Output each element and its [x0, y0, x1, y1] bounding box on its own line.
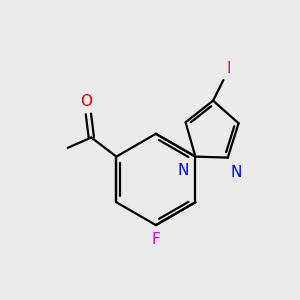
Text: N: N — [231, 165, 242, 180]
Text: I: I — [226, 61, 231, 76]
Text: N: N — [178, 163, 189, 178]
Text: O: O — [80, 94, 92, 109]
Text: F: F — [152, 232, 160, 247]
